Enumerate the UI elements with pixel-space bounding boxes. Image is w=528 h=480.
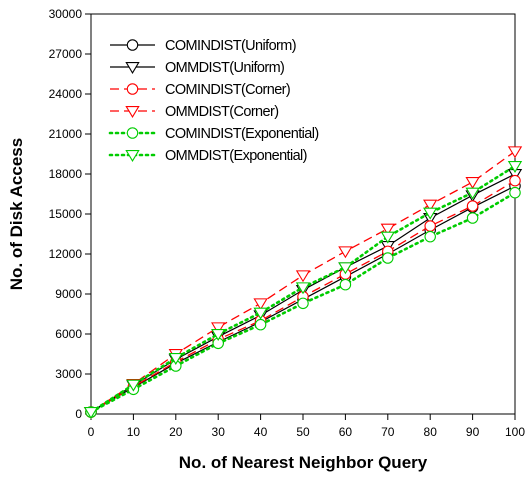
x-tick-label: 30 [212,425,226,439]
legend-label: OMMDIST(Exponential) [165,148,307,164]
series-6 [83,160,523,419]
x-axis-title: No. of Nearest Neighbor Query [179,453,428,472]
data-point [297,297,309,310]
series-line [89,191,517,414]
data-point [424,230,436,243]
data-point [168,352,183,365]
series-5 [85,186,521,418]
y-axis-title: No. of Disk Access [7,138,26,290]
y-tick-label: 21000 [49,127,83,141]
legend-item: COMINDIST(Exponential) [108,126,319,142]
data-point [295,270,311,283]
x-tick-label: 60 [339,425,353,439]
data-point [424,220,436,232]
data-point [380,231,395,244]
legend-label: COMINDIST(Exponential) [165,126,319,142]
y-tick-label: 3000 [55,367,82,381]
y-tick-label: 27000 [49,47,83,61]
legend-label: OMMDIST(Uniform) [165,60,284,76]
y-tick-label: 30000 [49,7,83,21]
legend-marker [126,83,139,95]
data-point [466,212,479,224]
data-point [423,207,438,220]
data-point [380,223,395,236]
legend-item: COMINDIST(Uniform) [110,38,297,54]
data-point [382,252,394,264]
axes: 0 3000 6000 9000 12000 15000 18000 21000 24000 27… [49,7,526,439]
x-tick-label: 90 [466,425,480,439]
data-point [423,199,438,212]
data-point [211,322,226,335]
legend-item: OMMDIST(Exponential) [108,148,308,164]
y-tick-label: 0 [75,407,82,421]
data-point [254,318,267,331]
legend-marker [126,127,139,139]
legend-marker [125,105,140,118]
y-tick-label: 15000 [49,207,83,221]
data-point [338,262,353,275]
legend-marker [126,39,139,51]
y-tick-label: 12000 [49,247,83,261]
data-point [465,176,480,189]
data-point [295,282,311,295]
series-layer [83,146,523,419]
y-tick-label: 18000 [49,167,83,181]
legend-label: COMINDIST(Uniform) [165,38,296,54]
plot-frame [90,13,516,415]
data-point [509,186,521,199]
legend-marker [125,149,140,162]
data-point [465,187,480,200]
x-tick-label: 20 [169,425,183,439]
x-tick-label: 40 [254,425,268,439]
data-point [126,379,141,392]
x-tick-label: 0 [88,425,95,439]
data-point [509,174,521,187]
legend-item: OMMDIST(Uniform) [110,60,285,76]
x-tick-label: 100 [505,425,525,439]
x-tick-label: 80 [424,425,438,439]
x-tick-label: 50 [296,425,310,439]
y-tick-label: 24000 [49,87,83,101]
data-point [253,307,268,320]
legend: COMINDIST(Uniform) OMMDIST(Uniform) COMIND… [108,38,319,164]
y-tick-label: 9000 [55,287,82,301]
data-point [507,146,523,159]
data-point [466,200,479,212]
legend-item: COMINDIST(Corner) [110,82,291,98]
data-point [339,278,352,291]
x-tick-label: 70 [381,425,395,439]
y-tick-label: 6000 [55,327,82,341]
x-tick-label: 10 [127,425,141,439]
data-point [507,160,523,173]
legend-marker [125,61,140,74]
data-point [253,298,268,311]
data-point [338,246,353,259]
legend-label: COMINDIST(Corner) [165,82,290,98]
legend-item: OMMDIST(Corner) [110,104,279,120]
legend-label: OMMDIST(Corner) [165,104,278,120]
data-point [83,406,99,419]
data-point [211,328,226,341]
